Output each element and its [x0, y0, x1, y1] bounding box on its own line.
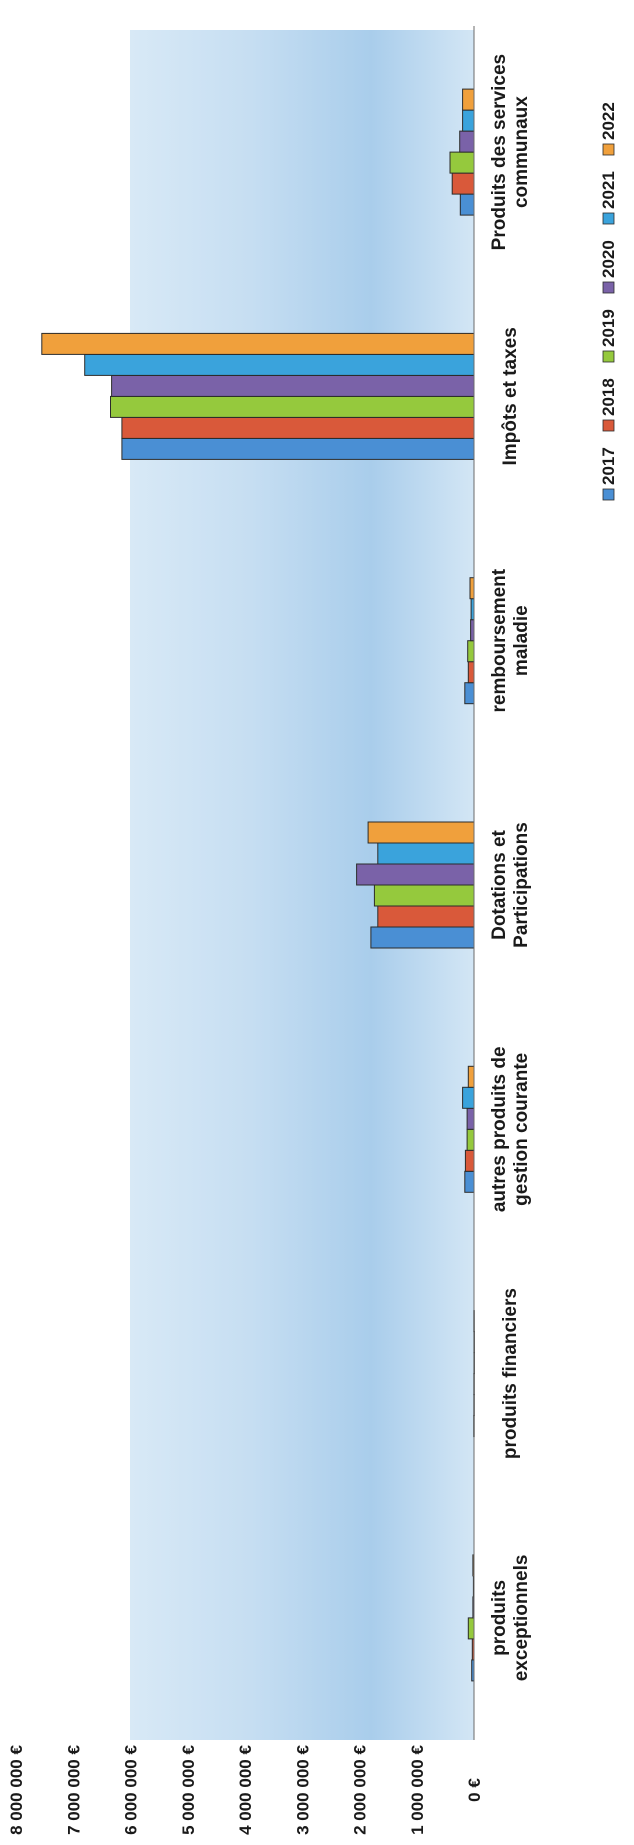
value-tick-label: 6 000 000 € [122, 1745, 141, 1835]
bar-2020-cat2 [111, 374, 475, 397]
bar-2020-cat5 [466, 1107, 475, 1130]
category-label-line: Impôts et taxes [500, 327, 521, 465]
legend-label-2022: 2022 [599, 102, 618, 140]
category-label-line: autres produits de [489, 1046, 510, 1212]
category-label-line: remboursement [489, 568, 510, 712]
bar-2018-cat5 [464, 1149, 475, 1172]
bar-2021-cat5 [462, 1086, 475, 1109]
bar-2020-cat3 [470, 619, 475, 642]
bar-2022-cat2 [41, 332, 475, 355]
category-label-cat3: remboursement maladie [489, 568, 532, 712]
bar-2022-cat3 [469, 577, 475, 600]
category-label-cat5: autres produits de gestion courante [489, 1046, 532, 1212]
category-label-line: produits [489, 1580, 510, 1656]
category-label-cat7: produits exceptionnels [489, 1555, 532, 1682]
category-label-line: gestion courante [511, 1053, 532, 1206]
legend-label-2017: 2017 [599, 447, 618, 485]
legend-swatch-2018 [602, 419, 615, 432]
legend-item-2017: 2017 [599, 447, 618, 501]
value-tick-label: 8 000 000 € [7, 1745, 26, 1835]
bar-2021-cat4 [377, 842, 475, 865]
bar-2022-cat1 [462, 88, 475, 111]
legend-swatch-2019 [602, 350, 615, 363]
value-tick-label: 1 000 000 € [408, 1745, 427, 1835]
category-label-line: exceptionnels [511, 1555, 532, 1682]
category-label-cat2: Impôts et taxes [500, 327, 521, 465]
value-tick-label: 4 000 000 € [236, 1745, 255, 1835]
legend-label-2018: 2018 [599, 378, 618, 416]
bar-2017-cat2 [121, 437, 475, 460]
bar-2018-cat4 [377, 905, 475, 928]
category-label-cat4: Dotations et Participations [489, 822, 532, 948]
legend-swatch-2017 [602, 488, 615, 501]
legend-label-2020: 2020 [599, 240, 618, 278]
value-tick-label: 5 000 000 € [179, 1745, 198, 1835]
bar-2022-cat5 [467, 1065, 475, 1088]
bar-2018-cat2 [121, 416, 475, 439]
legend-item-2018: 2018 [599, 378, 618, 432]
category-label-line: Participations [511, 822, 532, 948]
legend-item-2021: 2021 [599, 171, 618, 225]
legend-swatch-2020 [602, 281, 615, 294]
bar-2018-cat3 [467, 661, 475, 684]
value-tick-label: 3 000 000 € [293, 1745, 312, 1835]
bar-2020-cat1 [459, 130, 475, 153]
value-tick-label: 2 000 000 € [351, 1745, 370, 1835]
bar-2020-cat4 [356, 863, 475, 886]
bar-2022-cat4 [367, 821, 475, 844]
bar-2021-cat1 [462, 109, 475, 132]
bar-2017-cat1 [459, 193, 475, 216]
bar-2017-cat4 [370, 926, 475, 949]
legend-swatch-2021 [602, 212, 615, 225]
category-label-cat6: produits financiers [500, 1288, 521, 1459]
bar-2018-cat1 [451, 172, 475, 195]
bar-2019-cat7 [467, 1617, 475, 1640]
legend-item-2020: 2020 [599, 240, 618, 294]
legend-item-2022: 2022 [599, 102, 618, 156]
value-tick-label: 7 000 000 € [64, 1745, 83, 1835]
bar-2019-cat2 [110, 395, 475, 418]
bar-2021-cat2 [84, 353, 475, 376]
legend-label-2019: 2019 [599, 309, 618, 347]
bar-2019-cat4 [373, 884, 475, 907]
legend-item-2019: 2019 [599, 309, 618, 363]
category-label-line: Produits des services [489, 54, 510, 250]
category-label-line: Dotations et [489, 829, 510, 939]
bar-2019-cat5 [466, 1128, 475, 1151]
legend-swatch-2022 [602, 143, 615, 156]
category-label-cat1: Produits des services communaux [489, 54, 532, 250]
value-tick-label: 0 € [465, 1778, 484, 1802]
category-label-line: maladie [511, 605, 532, 676]
legend: 2017 2018 2019 2020 2021 2022 [599, 102, 618, 501]
category-label-line: communaux [511, 96, 532, 208]
bar-2017-cat3 [464, 682, 475, 705]
bar-2019-cat1 [449, 151, 475, 174]
category-label-line: produits financiers [500, 1288, 521, 1459]
legend-label-2021: 2021 [599, 171, 618, 209]
bar-2019-cat3 [467, 640, 475, 663]
bar-2017-cat5 [464, 1170, 475, 1193]
